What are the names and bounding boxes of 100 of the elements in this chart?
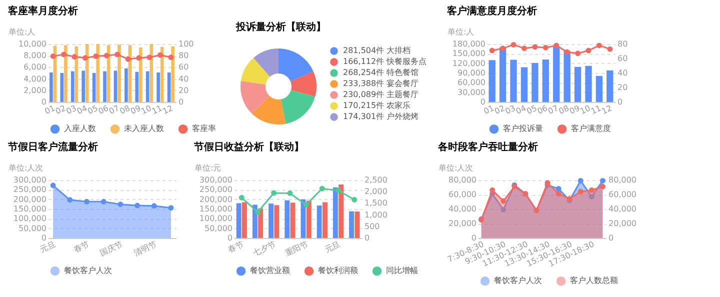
- point: [255, 209, 260, 215]
- y2-tick-label: 1,000: [364, 210, 388, 220]
- bar: [274, 205, 280, 238]
- y2-tick-label: 40: [178, 74, 189, 84]
- bar: [322, 202, 328, 238]
- point: [303, 202, 309, 208]
- point: [489, 48, 495, 54]
- x-tick-label: 06: [536, 104, 550, 116]
- donut-slice: [252, 96, 286, 124]
- y-tick-label: 20,000: [448, 219, 476, 228]
- y2-tick-label: 20,000: [608, 219, 636, 228]
- bar: [349, 211, 354, 238]
- point: [151, 203, 157, 209]
- legend-label: 同比增幅: [386, 266, 418, 276]
- donut-slice: [290, 71, 316, 97]
- point: [500, 206, 506, 212]
- y-tick-label: 250,000: [199, 185, 232, 194]
- bar: [332, 187, 338, 238]
- x-tick-label: 03: [64, 104, 78, 116]
- y-tick-label: 0: [227, 234, 232, 242]
- y-tick-label: 100,000: [13, 214, 46, 224]
- bar: [284, 200, 290, 238]
- y-tick-label: 2,000: [24, 86, 46, 95]
- bar: [574, 66, 582, 102]
- y-tick-label: 200,000: [13, 194, 46, 204]
- point: [100, 198, 106, 204]
- bar: [510, 60, 517, 102]
- x-tick-label: 12: [600, 104, 614, 116]
- y-tick-label: 0: [41, 98, 46, 106]
- legend-label: 268,254件 特色餐馆: [343, 68, 419, 77]
- bar: [258, 208, 264, 238]
- x-tick-label: 08: [557, 104, 570, 116]
- bar: [268, 204, 274, 238]
- bar: [306, 200, 312, 238]
- point: [336, 188, 341, 194]
- point: [542, 44, 548, 50]
- bar: [50, 72, 53, 102]
- bar: [60, 73, 64, 102]
- bar: [96, 44, 100, 102]
- y-tick-label: 150,000: [452, 49, 486, 58]
- x-tick-label: 元旦: [323, 240, 342, 255]
- x-tick-label: 12: [161, 104, 174, 116]
- bar: [103, 71, 106, 102]
- point: [556, 191, 562, 197]
- bar: [488, 60, 496, 102]
- bar: [236, 203, 242, 238]
- y-tick-label: 300,000: [13, 176, 46, 184]
- y2-tick-label: 60,000: [608, 190, 636, 199]
- bar: [139, 47, 142, 102]
- legend-label: 餐饮营业额: [250, 266, 290, 276]
- x-tick-label: 11: [150, 104, 164, 116]
- bar: [150, 44, 154, 102]
- point: [564, 49, 570, 55]
- bar: [135, 72, 139, 102]
- bar: [520, 67, 528, 102]
- x-tick-label: 07: [108, 104, 121, 116]
- legend-label: 入座人数: [64, 124, 96, 134]
- legend-label: 174,301件 户外烧烤: [343, 112, 419, 121]
- y-axis-title: 单位:元: [194, 164, 222, 172]
- y2-tick-label: 60: [618, 54, 628, 63]
- point: [532, 44, 538, 50]
- y-tick-label: 8,000: [24, 51, 46, 60]
- bar: [252, 204, 258, 238]
- y-tick-label: 200,000: [199, 194, 232, 204]
- y-tick-label: 150,000: [13, 204, 46, 214]
- legend-label: 166,112件 快餐服务点: [343, 57, 427, 66]
- y-axis-title: 单位:人: [8, 28, 36, 36]
- chart-title: 客座率月度分析: [7, 5, 78, 17]
- legend-label: 餐饮客户人次: [494, 276, 542, 286]
- point: [600, 184, 606, 190]
- point: [134, 202, 140, 208]
- y2-tick-label: 0: [618, 98, 623, 106]
- legend-label: 281,504件 大排档: [343, 46, 411, 55]
- chart-title: 节假日收益分析【联动】: [193, 141, 304, 153]
- point: [588, 194, 594, 200]
- point: [607, 46, 613, 52]
- bar: [542, 59, 549, 102]
- y2-tick-label: 40: [618, 68, 628, 78]
- bar: [70, 71, 74, 102]
- y2-tick-label: 0: [608, 234, 614, 242]
- legend-label: 客户人数总额: [570, 276, 618, 286]
- point: [586, 48, 592, 54]
- y-axis-title: 单位:人次: [8, 164, 44, 172]
- y-axis-title: 单位:人: [448, 28, 474, 36]
- donut-slice: [253, 48, 278, 77]
- donut-slice: [240, 58, 270, 85]
- x-tick-label: 元旦: [38, 240, 57, 255]
- bar: [74, 46, 78, 102]
- y2-tick-label: 2,000: [364, 187, 388, 196]
- legend-label: 未入座人数: [124, 124, 164, 134]
- x-tick-label: 07: [546, 104, 560, 116]
- point: [510, 42, 516, 48]
- x-tick-label: 11: [590, 104, 603, 116]
- y2-tick-label: 80: [618, 40, 628, 48]
- chart-title: 客户满意度月度分析: [446, 5, 537, 17]
- bar: [596, 76, 603, 102]
- point: [554, 42, 560, 48]
- x-tick-label: 06: [96, 104, 110, 116]
- point: [521, 46, 527, 52]
- legend-label: 餐饮利润额: [318, 266, 358, 276]
